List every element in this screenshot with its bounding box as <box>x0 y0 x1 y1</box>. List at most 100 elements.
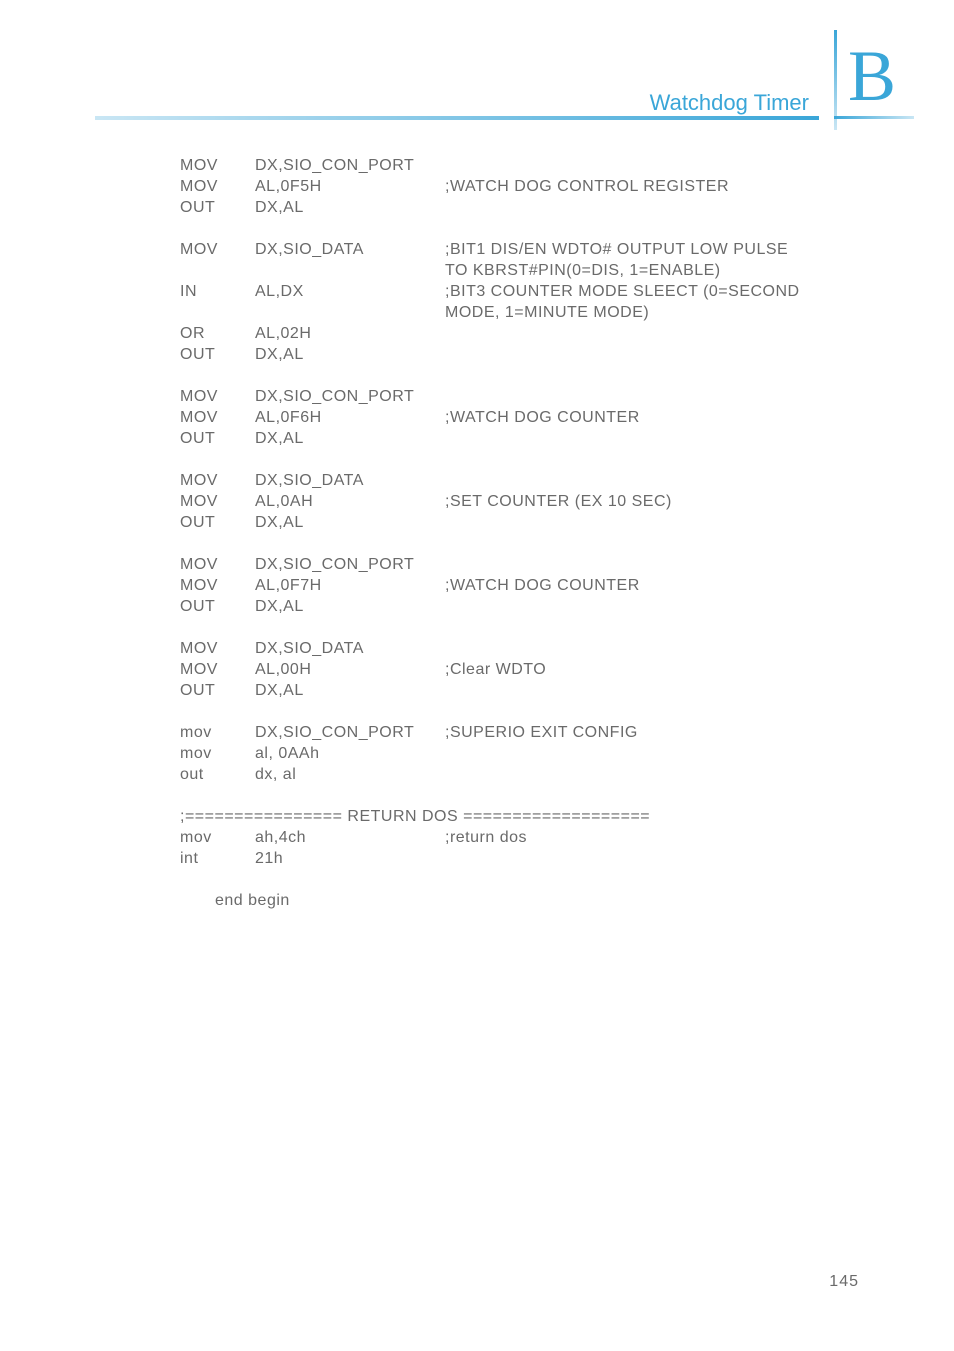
code-line: MOVDX,SIO_DATA <box>180 638 859 659</box>
code-line: MOVDX,SIO_CON_PORT <box>180 386 859 407</box>
code-comment: ;BIT3 COUNTER MODE SLEECT (0=SECOND <box>445 281 859 302</box>
code-opcode: OUT <box>180 428 255 449</box>
code-operand: AL,DX <box>255 281 445 302</box>
code-comment <box>445 197 859 218</box>
code-full-line: end begin <box>215 890 290 911</box>
code-operand: DX,AL <box>255 344 445 365</box>
code-comment <box>445 323 859 344</box>
code-line: int21h <box>180 848 859 869</box>
code-opcode: OUT <box>180 512 255 533</box>
code-comment <box>445 344 859 365</box>
code-comment: ;WATCH DOG COUNTER <box>445 407 859 428</box>
code-opcode: out <box>180 764 255 785</box>
code-line: MOVAL,0F7H;WATCH DOG COUNTER <box>180 575 859 596</box>
code-operand: DX,SIO_DATA <box>255 470 445 491</box>
code-line: MOVDX,SIO_CON_PORT <box>180 155 859 176</box>
code-opcode: OUT <box>180 596 255 617</box>
code-comment: ;SET COUNTER (EX 10 SEC) <box>445 491 859 512</box>
code-line: MOVDX,SIO_DATA;BIT1 DIS/EN WDTO# OUTPUT … <box>180 239 859 260</box>
code-operand: DX,SIO_CON_PORT <box>255 386 445 407</box>
code-comment: ;WATCH DOG COUNTER <box>445 575 859 596</box>
code-operand: AL,0F7H <box>255 575 445 596</box>
code-comment: TO KBRST#PIN(0=DIS, 1=ENABLE) <box>445 260 859 281</box>
code-line: MOVAL,0F6H;WATCH DOG COUNTER <box>180 407 859 428</box>
code-line: OUTDX,AL <box>180 344 859 365</box>
code-operand: al, 0AAh <box>255 743 445 764</box>
code-operand: DX,AL <box>255 596 445 617</box>
code-comment <box>445 470 859 491</box>
code-line: TO KBRST#PIN(0=DIS, 1=ENABLE) <box>180 260 859 281</box>
code-operand: AL,00H <box>255 659 445 680</box>
code-full-line: ;================ RETURN DOS ===========… <box>180 806 650 827</box>
code-operand: DX,SIO_DATA <box>255 638 445 659</box>
code-opcode: MOV <box>180 155 255 176</box>
code-operand: dx, al <box>255 764 445 785</box>
code-opcode: MOV <box>180 407 255 428</box>
code-operand: DX,AL <box>255 428 445 449</box>
code-line: MOVAL,0AH;SET COUNTER (EX 10 SEC) <box>180 491 859 512</box>
code-line: ORAL,02H <box>180 323 859 344</box>
code-line: OUTDX,AL <box>180 197 859 218</box>
code-comment <box>445 848 859 869</box>
code-comment: ;Clear WDTO <box>445 659 859 680</box>
code-comment: ;WATCH DOG CONTROL REGISTER <box>445 176 859 197</box>
code-line: end begin <box>180 890 859 911</box>
header-rule <box>95 116 819 120</box>
code-opcode: MOV <box>180 491 255 512</box>
code-comment: MODE, 1=MINUTE MODE) <box>445 302 859 323</box>
code-operand: DX,AL <box>255 512 445 533</box>
code-opcode: MOV <box>180 386 255 407</box>
code-line: MODE, 1=MINUTE MODE) <box>180 302 859 323</box>
code-comment <box>445 554 859 575</box>
code-opcode: OUT <box>180 197 255 218</box>
code-operand: AL,0AH <box>255 491 445 512</box>
code-comment: ;return dos <box>445 827 859 848</box>
code-listing: MOVDX,SIO_CON_PORTMOVAL,0F5H;WATCH DOG C… <box>180 155 859 911</box>
code-line: INAL,DX;BIT3 COUNTER MODE SLEECT (0=SECO… <box>180 281 859 302</box>
code-operand: AL,02H <box>255 323 445 344</box>
code-comment <box>445 386 859 407</box>
code-opcode: int <box>180 848 255 869</box>
code-opcode: OUT <box>180 680 255 701</box>
code-comment <box>445 743 859 764</box>
page-title: Watchdog Timer <box>650 90 809 116</box>
code-comment <box>445 596 859 617</box>
code-line: moval, 0AAh <box>180 743 859 764</box>
code-comment: ;SUPERIO EXIT CONFIG <box>445 722 859 743</box>
code-comment <box>445 155 859 176</box>
code-opcode: mov <box>180 827 255 848</box>
code-line: OUTDX,AL <box>180 512 859 533</box>
code-line: MOVAL,0F5H;WATCH DOG CONTROL REGISTER <box>180 176 859 197</box>
code-comment <box>445 764 859 785</box>
code-line: OUTDX,AL <box>180 596 859 617</box>
code-opcode: mov <box>180 743 255 764</box>
code-opcode: MOV <box>180 470 255 491</box>
code-opcode: MOV <box>180 176 255 197</box>
code-opcode: MOV <box>180 659 255 680</box>
code-comment: ;BIT1 DIS/EN WDTO# OUTPUT LOW PULSE <box>445 239 859 260</box>
code-line: movDX,SIO_CON_PORT;SUPERIO EXIT CONFIG <box>180 722 859 743</box>
code-operand: DX,SIO_CON_PORT <box>255 722 445 743</box>
code-operand: DX,SIO_CON_PORT <box>255 155 445 176</box>
code-opcode: OUT <box>180 344 255 365</box>
code-line: OUTDX,AL <box>180 428 859 449</box>
code-opcode: mov <box>180 722 255 743</box>
code-opcode: IN <box>180 281 255 302</box>
code-operand: AL,0F5H <box>255 176 445 197</box>
code-operand: 21h <box>255 848 445 869</box>
code-operand: ah,4ch <box>255 827 445 848</box>
page-header: Watchdog Timer <box>95 98 914 120</box>
code-comment <box>445 638 859 659</box>
code-line: outdx, al <box>180 764 859 785</box>
code-operand: DX,AL <box>255 680 445 701</box>
code-line: MOVDX,SIO_CON_PORT <box>180 554 859 575</box>
code-operand: DX,SIO_CON_PORT <box>255 554 445 575</box>
code-operand: DX,SIO_DATA <box>255 239 445 260</box>
code-comment <box>445 512 859 533</box>
code-comment <box>445 680 859 701</box>
code-line: MOVDX,SIO_DATA <box>180 470 859 491</box>
code-line: movah,4ch;return dos <box>180 827 859 848</box>
code-operand: DX,AL <box>255 197 445 218</box>
code-opcode: MOV <box>180 638 255 659</box>
code-opcode: MOV <box>180 575 255 596</box>
